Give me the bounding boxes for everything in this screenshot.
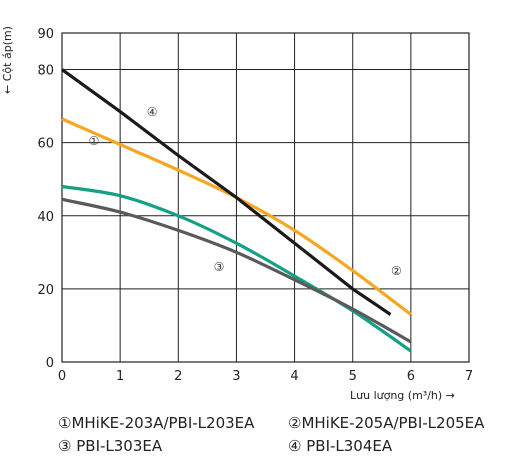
curve-marker-4: ④: [147, 105, 158, 119]
series-line-4: [61, 68, 392, 316]
x-tick-label: 2: [174, 369, 182, 384]
curve-marker-3: ③: [214, 260, 225, 274]
x-tick-label: 5: [349, 369, 357, 384]
x-tick-label: 7: [465, 369, 473, 384]
tick-labels: 0 1 2 3 4 5 6 7 0 20 40 60 80 90: [37, 27, 473, 384]
series-lines: [61, 68, 412, 353]
x-tick-label: 0: [58, 369, 66, 384]
curve-marker-1: ①: [89, 134, 100, 148]
x-tick-label: 1: [116, 369, 124, 384]
plot-frame: [61, 32, 470, 363]
y-tick-label: 80: [37, 64, 54, 79]
legend-marker: ③: [58, 437, 72, 455]
y-tick-label: 90: [37, 27, 54, 42]
x-tick-label: 4: [290, 369, 298, 384]
x-tick-label: 3: [232, 369, 240, 384]
legend-item-1: ①MHiKE-203A/PBI-L203EA: [58, 412, 288, 435]
legend: ①MHiKE-203A/PBI-L203EA ②MHiKE-205A/PBI-L…: [58, 412, 518, 458]
legend-marker: ①: [58, 414, 72, 432]
y-tick-label: 40: [37, 210, 54, 225]
y-axis-label: ← Cột áp(m): [1, 26, 14, 94]
legend-label: PBI-L303EA: [76, 437, 163, 455]
x-axis-label: Lưu lượng (m³/h) →: [350, 389, 455, 402]
series-line-3: [61, 197, 412, 344]
y-tick-label: 60: [37, 137, 54, 152]
y-tick-label: 0: [46, 356, 54, 371]
legend-item-2: ②MHiKE-205A/PBI-L205EA: [288, 412, 518, 435]
legend-label: MHiKE-203A/PBI-L203EA: [71, 414, 255, 432]
curve-marker-2: ②: [391, 264, 402, 278]
legend-marker: ②: [288, 414, 302, 432]
legend-item-3: ③ PBI-L303EA: [58, 435, 288, 458]
pump-curve-chart: 0 1 2 3 4 5 6 7 0 20 40 60 80 90 ① ② ③ ④ ← Cột áp(m) Lưu…: [1, 26, 473, 402]
y-tick-label: 20: [37, 283, 54, 298]
curve-markers: ① ② ③ ④: [89, 105, 402, 278]
legend-label: PBI-L304EA: [306, 437, 393, 455]
legend-item-4: ④ PBI-L304EA: [288, 435, 518, 458]
x-tick-label: 6: [407, 369, 415, 384]
legend-marker: ④: [288, 437, 302, 455]
legend-label: MHiKE-205A/PBI-L205EA: [301, 414, 485, 432]
